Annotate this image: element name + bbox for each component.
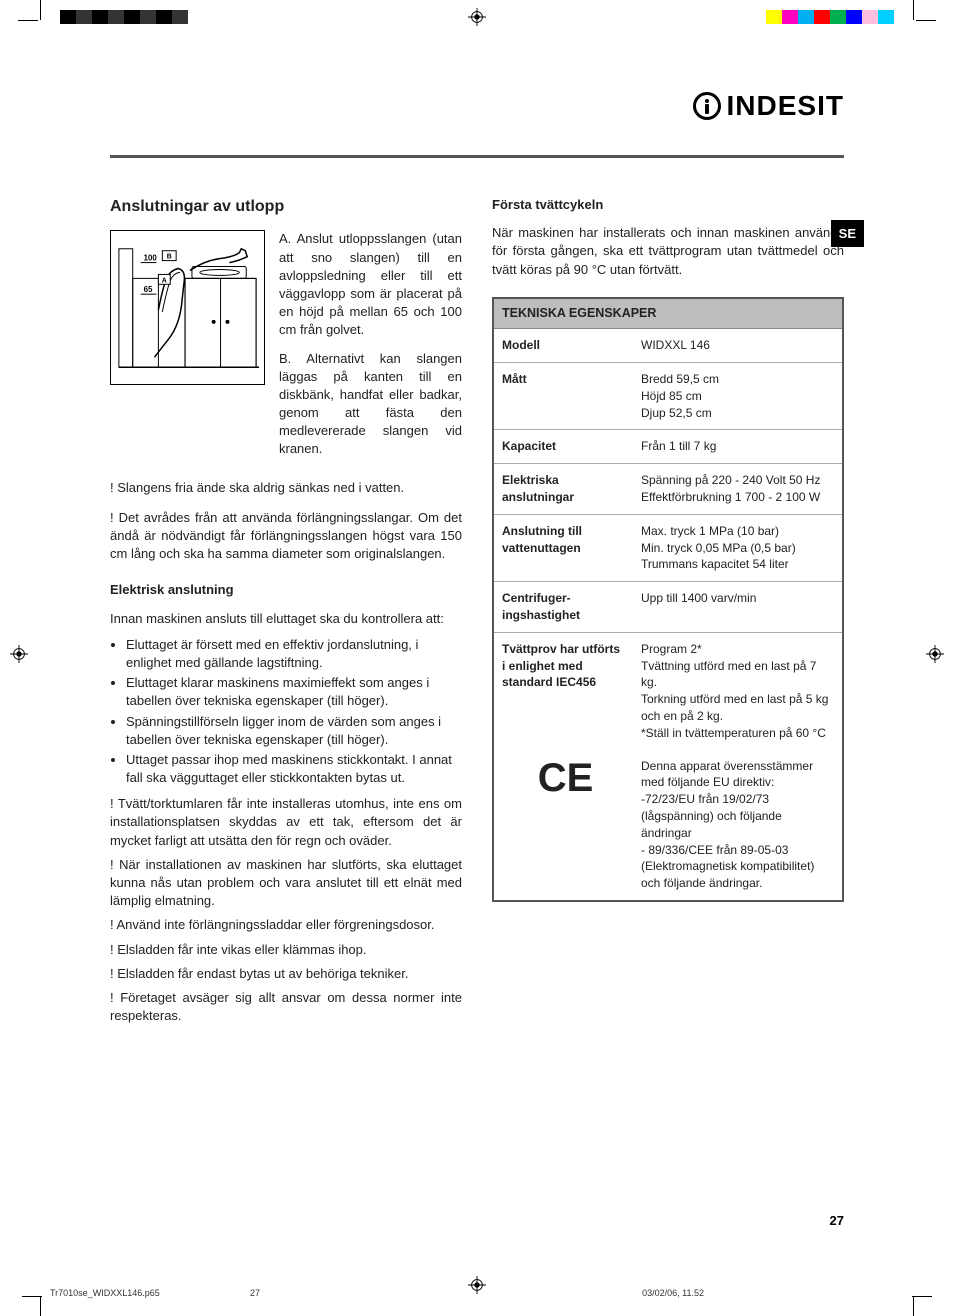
bullet-list: Eluttaget är försett med en effektiv jor… bbox=[110, 636, 462, 788]
warning-text: ! Det avrådes från att använda förlängni… bbox=[110, 509, 462, 564]
footer-pagenum: 27 bbox=[250, 1288, 310, 1298]
table-row: ModellWIDXXL 146 bbox=[493, 329, 843, 363]
footer-filename: Tr7010se_WIDXXL146.p65 bbox=[50, 1288, 250, 1298]
registration-mark-icon bbox=[926, 645, 944, 663]
page-number: 27 bbox=[830, 1213, 844, 1228]
table-row: KapacitetFrån 1 till 7 kg bbox=[493, 430, 843, 464]
table-row: Anslutning till vattenuttagenMax. tryck … bbox=[493, 514, 843, 581]
table-row: MåttBredd 59,5 cm Höjd 85 cm Djup 52,5 c… bbox=[493, 363, 843, 430]
specs-table: TEKNISKA EGENSKAPER ModellWIDXXL 146Mått… bbox=[492, 297, 844, 902]
printer-marks-top bbox=[0, 0, 954, 40]
spec-label: Mått bbox=[493, 363, 633, 430]
logo-text: INDESIT bbox=[727, 90, 844, 122]
spec-value: Program 2* Tvättning utförd med en last … bbox=[633, 632, 843, 749]
spec-label: Centrifuger-ingshastighet bbox=[493, 582, 633, 633]
spec-label: Anslutning till vattenuttagen bbox=[493, 514, 633, 581]
language-tab: SE bbox=[831, 220, 864, 247]
diagram-label-a: A bbox=[162, 278, 167, 285]
warning-text: ! Slangens fria ände ska aldrig sänkas n… bbox=[110, 479, 462, 497]
divider bbox=[110, 155, 844, 158]
paragraph: Innan maskinen ansluts till eluttaget sk… bbox=[110, 610, 462, 628]
registration-mark-icon bbox=[468, 8, 486, 26]
paragraph-b: B. Alternativt kan slangen läggas på kan… bbox=[279, 350, 462, 459]
list-item: Eluttaget klarar maskinens maximieffekt … bbox=[126, 674, 462, 710]
list-item: Spänningstillförseln ligger inom de värd… bbox=[126, 713, 462, 749]
warning-text: ! Elsladden får endast bytas ut av behör… bbox=[110, 965, 462, 983]
spec-label: Kapacitet bbox=[493, 430, 633, 464]
footer: Tr7010se_WIDXXL146.p65 27 03/02/06, 11.5… bbox=[50, 1288, 904, 1298]
diagram-label-65: 65 bbox=[144, 286, 153, 295]
ce-text: Denna apparat överensstämmer med följand… bbox=[633, 750, 843, 901]
color-bars-gray bbox=[60, 10, 188, 24]
registration-mark-icon bbox=[10, 645, 28, 663]
footer-datetime: 03/02/06, 11.52 bbox=[310, 1288, 904, 1298]
right-column: Första tvättcykeln När maskinen har inst… bbox=[492, 196, 844, 1031]
diagram-label-b: B bbox=[167, 254, 172, 261]
brand-logo: INDESIT bbox=[110, 90, 844, 125]
table-row: Centrifuger-ingshastighetUpp till 1400 v… bbox=[493, 582, 843, 633]
paragraph: När maskinen har installerats och innan … bbox=[492, 224, 844, 279]
warning-text: ! Använd inte förlängningssladdar eller … bbox=[110, 916, 462, 934]
ce-mark-icon: C E bbox=[502, 758, 625, 798]
list-item: Eluttaget är försett med en effektiv jor… bbox=[126, 636, 462, 672]
installation-diagram: B A 100 65 bbox=[110, 230, 265, 385]
ce-mark-cell: C E bbox=[493, 750, 633, 901]
logo-icon bbox=[693, 92, 721, 120]
spec-value: Upp till 1400 varv/min bbox=[633, 582, 843, 633]
subheading-electrical: Elektrisk anslutning bbox=[110, 581, 462, 599]
spec-value: Spänning på 220 - 240 Volt 50 Hz Effektf… bbox=[633, 464, 843, 515]
warning-text: ! Tvätt/torktumlaren får inte installera… bbox=[110, 795, 462, 850]
warning-text: ! Elsladden får inte vikas eller klämmas… bbox=[110, 941, 462, 959]
spec-value: Max. tryck 1 MPa (10 bar) Min. tryck 0,0… bbox=[633, 514, 843, 581]
color-bars-color bbox=[766, 10, 894, 24]
spec-value: Från 1 till 7 kg bbox=[633, 430, 843, 464]
spec-label: Elektriska anslutningar bbox=[493, 464, 633, 515]
diagram-label-100: 100 bbox=[144, 254, 158, 263]
left-column: Anslutningar av utlopp bbox=[110, 196, 462, 1031]
spec-label: Tvättprov har utförts i enlighet med sta… bbox=[493, 632, 633, 749]
warning-text: ! Företaget avsäger sig allt ansvar om d… bbox=[110, 989, 462, 1025]
warning-text: ! När installationen av maskinen har slu… bbox=[110, 856, 462, 911]
section-heading: Anslutningar av utlopp bbox=[110, 196, 462, 218]
table-row: Tvättprov har utförts i enlighet med sta… bbox=[493, 632, 843, 749]
paragraph-a: A. Anslut utloppsslangen (utan att sno s… bbox=[279, 230, 462, 339]
table-header: TEKNISKA EGENSKAPER bbox=[493, 298, 843, 329]
table-row: Elektriska anslutningarSpänning på 220 -… bbox=[493, 464, 843, 515]
spec-value: WIDXXL 146 bbox=[633, 329, 843, 363]
spec-label: Modell bbox=[493, 329, 633, 363]
subheading-first-cycle: Första tvättcykeln bbox=[492, 196, 844, 214]
spec-value: Bredd 59,5 cm Höjd 85 cm Djup 52,5 cm bbox=[633, 363, 843, 430]
list-item: Uttaget passar ihop med maskinens stickk… bbox=[126, 751, 462, 787]
page: INDESIT SE Anslutningar av utlopp bbox=[50, 50, 904, 1258]
